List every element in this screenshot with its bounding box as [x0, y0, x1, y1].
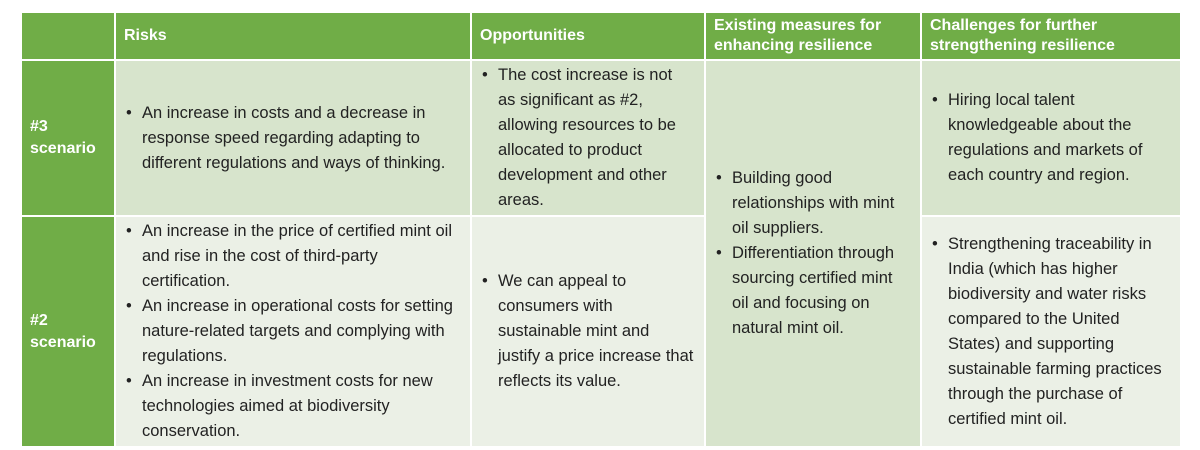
list-item: Hiring local talent knowledgeable about … — [932, 88, 1170, 188]
list-item: We can appeal to consumers with sustaina… — [482, 269, 694, 394]
list-s3-challenges: Hiring local talent knowledgeable about … — [932, 88, 1170, 188]
cell-s3-challenges: Hiring local talent knowledgeable about … — [920, 59, 1182, 217]
cell-shared-measures: Building good relationships with mint oi… — [704, 59, 922, 448]
header-corner — [20, 11, 116, 61]
cell-s3-opportunities: The cost increase is not as significant … — [470, 59, 706, 217]
list-item: An increase in operational costs for set… — [126, 294, 460, 369]
list-item: Building good relationships with mint oi… — [716, 166, 910, 241]
list-item: An increase in investment costs for new … — [126, 369, 460, 444]
list-s2-opportunities: We can appeal to consumers with sustaina… — [482, 269, 694, 394]
list-shared-measures: Building good relationships with mint oi… — [716, 166, 910, 341]
cell-s2-challenges: Strengthening traceability in India (whi… — [920, 215, 1182, 448]
header-opportunities: Opportunities — [470, 11, 706, 61]
list-s3-opportunities: The cost increase is not as significant … — [482, 63, 694, 213]
resilience-table: Risks Opportunities Existing measures fo… — [20, 11, 1182, 448]
list-s2-risks: An increase in the price of certified mi… — [126, 219, 460, 444]
header-row: Risks Opportunities Existing measures fo… — [20, 11, 1182, 61]
cell-s2-risks: An increase in the price of certified mi… — [114, 215, 472, 448]
list-item: Strengthening traceability in India (whi… — [932, 232, 1170, 432]
cell-s2-opportunities: We can appeal to consumers with sustaina… — [470, 215, 706, 448]
row-label-scenario-3: #3 scenario — [20, 59, 116, 217]
list-s2-challenges: Strengthening traceability in India (whi… — [932, 232, 1170, 432]
row-scenario-3: #3 scenario An increase in costs and a d… — [20, 59, 1182, 448]
header-challenges: Challenges for further strengthening res… — [920, 11, 1182, 61]
list-item: An increase in costs and a decrease in r… — [126, 101, 460, 176]
cell-s3-risks: An increase in costs and a decrease in r… — [114, 59, 472, 217]
list-item: An increase in the price of certified mi… — [126, 219, 460, 294]
row-scenario-2: #2 scenario An increase in the price of … — [20, 215, 1182, 448]
list-s3-risks: An increase in costs and a decrease in r… — [126, 101, 460, 176]
header-existing-measures: Existing measures for enhancing resilien… — [704, 11, 922, 61]
list-item: The cost increase is not as significant … — [482, 63, 694, 213]
resilience-table-container: Risks Opportunities Existing measures fo… — [20, 11, 1182, 448]
list-item: Differentiation through sourcing certifi… — [716, 241, 910, 341]
header-risks: Risks — [114, 11, 472, 61]
row-label-scenario-2: #2 scenario — [20, 215, 116, 448]
